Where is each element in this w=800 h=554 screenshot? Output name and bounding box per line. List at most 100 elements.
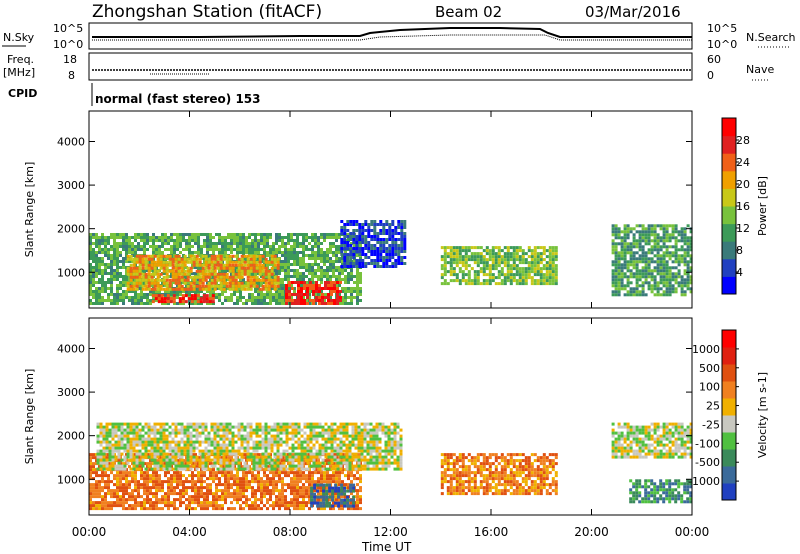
- data-cell: [620, 281, 624, 285]
- data-cell: [159, 278, 163, 282]
- data-cell: [364, 229, 368, 232]
- data-cell: [236, 477, 239, 481]
- data-cell: [254, 245, 257, 248]
- data-cell: [329, 251, 332, 254]
- data-cell: [239, 242, 242, 245]
- data-cell: [338, 260, 341, 263]
- data-cell: [122, 477, 125, 481]
- data-cell: [122, 504, 125, 508]
- nsky-panel: N.Sky 10^5 10^0 10^5 10^0 N.Search: [2, 22, 796, 51]
- data-cell: [611, 272, 615, 276]
- data-cell: [671, 278, 675, 282]
- data-cell: [287, 242, 290, 245]
- data-cell: [213, 269, 217, 273]
- data-cell: [653, 230, 657, 234]
- data-cell: [467, 255, 471, 259]
- data-cell: [194, 492, 197, 496]
- data-cell: [260, 233, 263, 236]
- data-cell: [233, 480, 236, 484]
- data-cell: [153, 266, 157, 270]
- data-cell: [180, 269, 184, 273]
- colorbar-tick-label: 28: [736, 134, 750, 147]
- data-cell: [315, 281, 318, 284]
- data-cell: [230, 507, 233, 511]
- data-cell: [554, 282, 558, 286]
- data-cell: [92, 275, 95, 278]
- data-cell: [299, 251, 302, 254]
- data-cell: [273, 263, 277, 267]
- data-cell: [173, 489, 176, 493]
- data-cell: [89, 501, 92, 505]
- data-cell: [95, 504, 98, 508]
- data-cell: [308, 492, 311, 496]
- data-cell: [302, 260, 305, 263]
- data-cell: [521, 273, 525, 277]
- data-cell: [551, 270, 555, 274]
- data-cell: [302, 483, 305, 487]
- data-cell: [614, 284, 618, 288]
- data-cell: [110, 299, 113, 302]
- data-cell: [491, 258, 495, 262]
- data-cell: [92, 281, 95, 284]
- data-cell: [297, 299, 300, 302]
- data-cell: [488, 273, 492, 277]
- data-cell: [153, 263, 157, 267]
- data-cell: [686, 281, 690, 285]
- data-cell: [230, 248, 233, 251]
- data-cell: [379, 229, 383, 232]
- data-cell: [339, 296, 342, 299]
- data-cell: [257, 272, 260, 275]
- data-cell: [299, 278, 302, 281]
- data-cell: [221, 498, 224, 502]
- data-cell: [275, 489, 278, 493]
- data-cell: [116, 293, 119, 296]
- data-cell: [332, 233, 335, 236]
- data-cell: [320, 498, 323, 502]
- data-cell: [311, 236, 314, 239]
- data-cell: [281, 278, 284, 281]
- data-cell: [266, 275, 269, 278]
- data-cell: [188, 507, 191, 511]
- data-cell: [181, 297, 185, 301]
- data-cell: [644, 281, 648, 285]
- data-cell: [326, 486, 329, 490]
- data-cell: [340, 226, 344, 229]
- data-cell: [141, 287, 145, 291]
- data-cell: [161, 236, 164, 239]
- data-cell: [367, 247, 371, 250]
- data-cell: [263, 474, 266, 478]
- data-cell: [554, 267, 558, 271]
- data-cell: [141, 284, 145, 288]
- data-cell: [101, 278, 104, 281]
- data-cell: [113, 251, 116, 254]
- data-cell: [677, 263, 681, 267]
- data-cell: [275, 251, 278, 254]
- data-cell: [140, 290, 143, 293]
- data-cell: [506, 252, 510, 256]
- data-cell: [524, 279, 528, 283]
- data-cell: [242, 236, 245, 239]
- data-cell: [204, 272, 208, 276]
- data-cell: [151, 294, 155, 298]
- data-cell: [620, 236, 624, 240]
- data-cell: [340, 238, 344, 241]
- data-cell: [355, 262, 359, 265]
- data-cell: [177, 275, 181, 279]
- data-cell: [151, 300, 155, 304]
- data-cell: [665, 269, 669, 273]
- data-cell: [317, 242, 320, 245]
- data-cell: [219, 254, 223, 258]
- data-cell: [245, 257, 248, 260]
- data-cell: [346, 262, 350, 265]
- data-cell: [255, 263, 259, 267]
- data-cell: [231, 269, 235, 273]
- data-cell: [200, 245, 203, 248]
- data-cell: [308, 254, 311, 257]
- colorbar-segment: [722, 135, 736, 154]
- data-cell: [296, 242, 299, 245]
- data-cell: [176, 236, 179, 239]
- data-cell: [113, 483, 116, 487]
- data-cell: [677, 239, 681, 243]
- data-cell: [275, 248, 278, 251]
